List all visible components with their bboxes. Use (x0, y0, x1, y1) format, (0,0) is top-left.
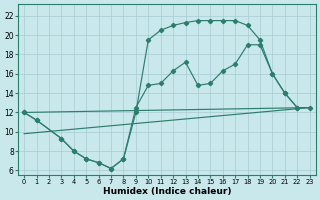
X-axis label: Humidex (Indice chaleur): Humidex (Indice chaleur) (103, 187, 231, 196)
